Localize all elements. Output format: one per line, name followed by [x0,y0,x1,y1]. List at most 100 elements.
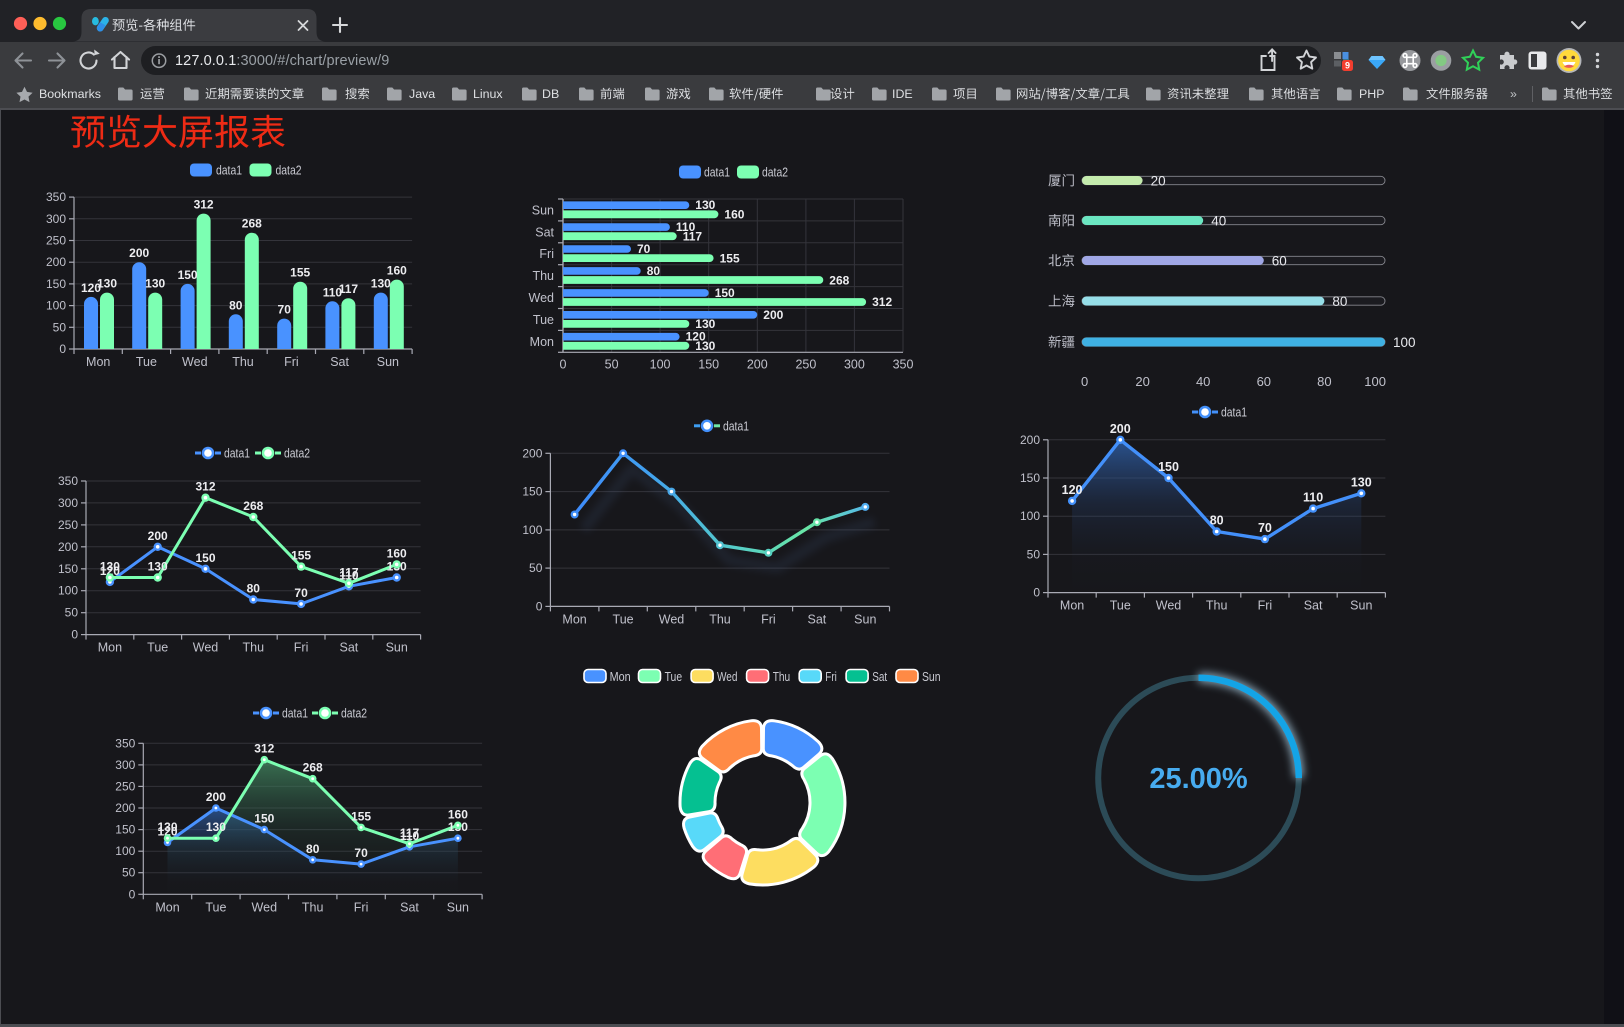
svg-text:150: 150 [46,277,66,291]
svg-text:50: 50 [1027,547,1041,561]
svg-text:0: 0 [1081,374,1088,389]
svg-text:250: 250 [58,518,78,532]
svg-text:Mon: Mon [1060,599,1084,613]
svg-text:130: 130 [1351,475,1372,489]
svg-text:50: 50 [65,606,79,620]
svg-text:80: 80 [1332,294,1347,309]
svg-text:data1: data1 [723,419,749,433]
svg-text:80: 80 [647,264,661,278]
svg-text:Sun: Sun [854,612,876,626]
svg-text:Sun: Sun [532,203,554,217]
svg-text:Sat: Sat [872,670,887,684]
svg-text:110: 110 [1303,491,1323,505]
svg-text:268: 268 [242,217,262,231]
svg-text:130: 130 [695,198,715,212]
svg-text:Thu: Thu [243,641,265,655]
svg-text:Wed: Wed [252,900,278,914]
svg-text:200: 200 [1110,422,1131,436]
svg-text:200: 200 [46,255,66,269]
svg-text:117: 117 [339,282,359,296]
svg-text:Mon: Mon [610,670,631,684]
svg-text:0: 0 [71,628,78,642]
svg-text:117: 117 [339,565,359,579]
svg-text:100: 100 [1020,509,1040,523]
svg-text:80: 80 [1317,374,1331,389]
svg-text:117: 117 [400,826,420,840]
svg-text:9: 9 [1345,61,1350,71]
svg-text:110: 110 [400,829,420,843]
svg-text:80: 80 [229,298,243,312]
svg-text:Sat: Sat [400,900,419,914]
svg-text:data2: data2 [276,164,302,178]
svg-text:120: 120 [1062,483,1083,497]
svg-text:160: 160 [724,208,744,222]
svg-text:150: 150 [254,812,274,826]
svg-text:130: 130 [371,277,391,291]
svg-text:312: 312 [194,198,214,212]
svg-text:150: 150 [1158,460,1179,474]
svg-text:100: 100 [522,523,542,537]
svg-text:data1: data1 [216,164,242,178]
svg-text:data1: data1 [282,707,308,721]
svg-text:data2: data2 [341,707,367,721]
svg-text:350: 350 [46,190,66,204]
svg-text:20: 20 [1135,374,1149,389]
svg-text:50: 50 [529,561,543,575]
svg-text:40: 40 [1196,374,1210,389]
svg-text:0: 0 [59,342,66,356]
svg-text:Wed: Wed [193,641,219,655]
svg-text:350: 350 [115,736,135,750]
svg-text:Sun: Sun [1350,599,1372,613]
svg-text:150: 150 [195,551,215,565]
svg-text:300: 300 [115,758,135,772]
svg-text:Mon: Mon [155,900,179,914]
svg-text:Thu: Thu [532,269,554,283]
svg-text:130: 130 [695,317,715,331]
svg-text:data2: data2 [762,166,788,180]
svg-text:312: 312 [254,742,274,756]
svg-text:130: 130 [100,560,120,574]
svg-text:70: 70 [354,846,368,860]
svg-text:0: 0 [129,887,136,901]
svg-text:130: 130 [97,277,117,291]
svg-text:250: 250 [795,357,816,371]
svg-text:80: 80 [1210,514,1224,528]
svg-text:Sat: Sat [535,225,554,239]
svg-text:Wed: Wed [717,670,738,684]
svg-text:Sat: Sat [1304,599,1323,613]
svg-text:200: 200 [58,540,78,554]
svg-text:Wed: Wed [659,612,685,626]
svg-text:130: 130 [157,820,177,834]
svg-text:Fri: Fri [1258,599,1273,613]
svg-text:268: 268 [303,761,323,775]
svg-text:200: 200 [747,357,768,371]
svg-text:100: 100 [46,299,66,313]
svg-text:Mon: Mon [530,335,554,349]
svg-text:Sat: Sat [808,612,827,626]
svg-text:Fri: Fri [354,900,369,914]
svg-text:155: 155 [290,266,310,280]
svg-text:data1: data1 [704,166,730,180]
svg-text:200: 200 [148,529,168,543]
svg-text:100: 100 [1364,374,1386,389]
svg-text:60: 60 [1272,253,1287,268]
svg-text:Wed: Wed [1156,599,1182,613]
svg-text:80: 80 [247,582,261,596]
svg-text:Sun: Sun [386,641,408,655]
svg-text:Thu: Thu [232,355,254,369]
svg-text:50: 50 [605,357,619,371]
svg-text:110: 110 [339,568,359,582]
svg-text:150: 150 [698,357,719,371]
svg-text:Mon: Mon [562,612,586,626]
svg-text:312: 312 [872,295,892,309]
svg-text:350: 350 [893,357,914,371]
svg-text:data2: data2 [284,447,310,461]
svg-text:50: 50 [122,866,136,880]
svg-text:100: 100 [115,844,135,858]
svg-text:40: 40 [1211,213,1226,228]
svg-text:150: 150 [115,823,135,837]
svg-text:Fri: Fri [825,670,837,684]
svg-text:312: 312 [195,480,215,494]
svg-text:Fri: Fri [539,247,554,261]
svg-text:Fri: Fri [284,355,299,369]
